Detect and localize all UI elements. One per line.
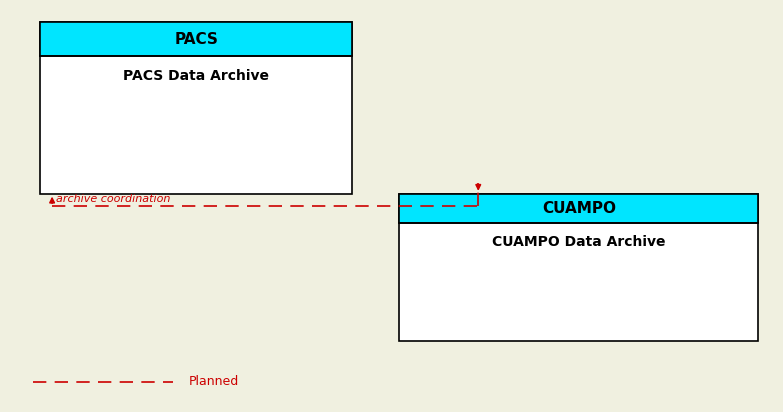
Bar [41, 22, 352, 194]
Text: archive coordination: archive coordination [56, 194, 171, 204]
Text: Planned: Planned [189, 375, 239, 389]
Bar [399, 194, 758, 223]
Bar [399, 194, 758, 341]
Text: CUAMPO Data Archive: CUAMPO Data Archive [492, 236, 666, 249]
Text: CUAMPO: CUAMPO [542, 201, 615, 216]
Bar [41, 22, 352, 56]
Text: PACS: PACS [175, 32, 218, 47]
Text: PACS Data Archive: PACS Data Archive [124, 68, 269, 82]
